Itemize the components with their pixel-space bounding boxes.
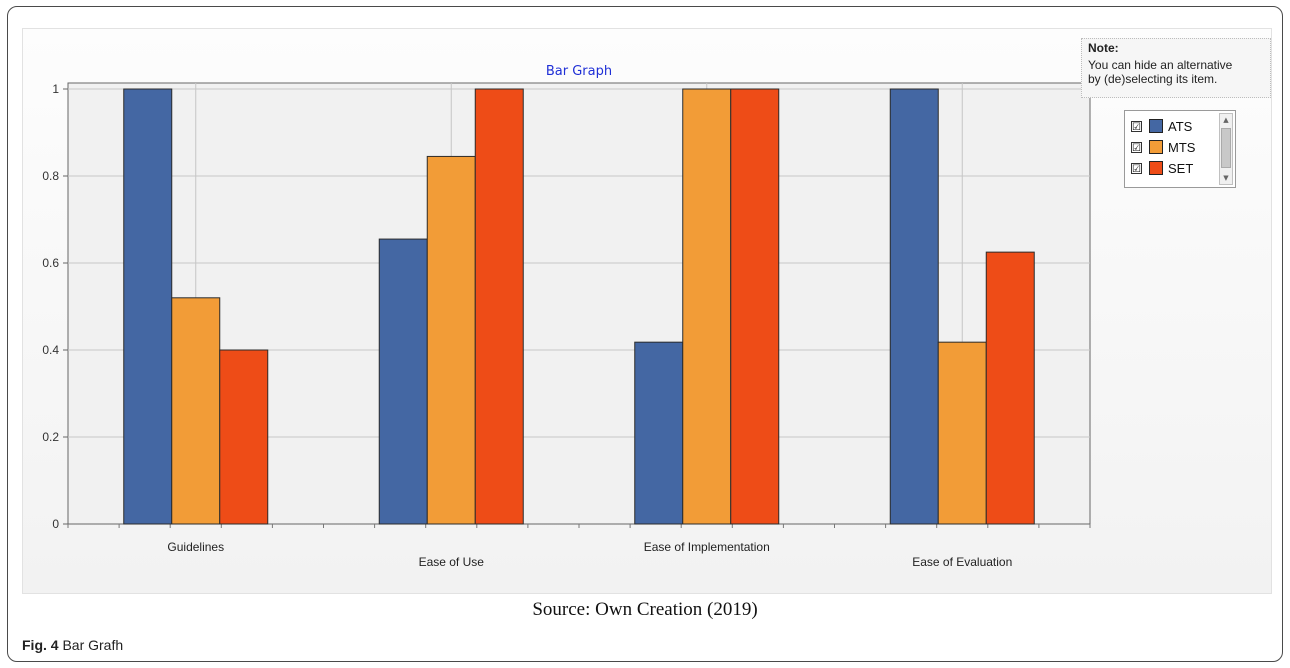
bar-ats-2	[634, 341, 684, 525]
scroll-thumb[interactable]	[1221, 128, 1231, 168]
note-line-1: You can hide an alternative	[1088, 58, 1233, 72]
legend-checkbox-set[interactable]: ☑	[1131, 162, 1142, 175]
legend-item-ats[interactable]: ☑ ATS	[1131, 117, 1192, 135]
legend-scrollbar[interactable]: ▲ ▼	[1219, 113, 1233, 185]
legend-checkbox-ats[interactable]: ☑	[1131, 120, 1142, 133]
y-tick-label: 0.2	[42, 430, 59, 444]
legend-swatch-set	[1149, 161, 1163, 175]
y-tick-label: 0.8	[42, 169, 59, 183]
bar-ats-3	[889, 88, 939, 525]
bar-mts-2	[682, 88, 732, 525]
x-category-label: Guidelines	[167, 540, 224, 554]
note-box: Note: You can hide an alternative by (de…	[1081, 38, 1271, 98]
legend-item-set[interactable]: ☑ SET	[1131, 159, 1193, 177]
y-tick-label: 1	[52, 82, 59, 96]
figure-caption: Fig. 4 Bar Grafh	[22, 637, 123, 653]
figure-frame	[7, 6, 1283, 662]
legend-label-set: SET	[1168, 160, 1194, 176]
legend-checkbox-mts[interactable]: ☑	[1131, 141, 1142, 154]
legend-swatch-ats	[1149, 119, 1163, 133]
chart-title: Bar Graph	[546, 64, 612, 79]
bar-mts-3	[937, 341, 987, 525]
scroll-down-icon[interactable]: ▼	[1223, 174, 1229, 182]
caption-text: Bar Grafh	[62, 637, 124, 653]
bar-set-1	[474, 88, 524, 525]
bar-set-2	[730, 88, 780, 525]
legend-label-ats: ATS	[1168, 118, 1193, 134]
source-text: Source: Own Creation (2019)	[532, 599, 758, 620]
x-category-label: Ease of Implementation	[644, 540, 770, 554]
x-category-label: Ease of Use	[419, 555, 485, 569]
legend-swatch-mts	[1149, 140, 1163, 154]
note-line-2: by (de)selecting its item.	[1088, 72, 1218, 86]
note-title: Note:	[1088, 41, 1119, 55]
legend-label-mts: MTS	[1168, 139, 1196, 155]
bar-set-3	[985, 251, 1035, 525]
x-category-label: Ease of Evaluation	[912, 555, 1012, 569]
legend: ☑ ATS ☑ MTS ☑ SET ▲ ▼	[1124, 110, 1236, 188]
bar-ats-0	[123, 88, 173, 525]
bar-mts-1	[426, 155, 476, 525]
caption-label: Fig. 4	[22, 637, 59, 653]
bar-ats-1	[378, 238, 428, 525]
y-tick-label: 0.6	[42, 256, 59, 270]
y-tick-label: 0.4	[42, 343, 59, 357]
y-tick-label: 0	[52, 517, 59, 531]
bar-mts-0	[171, 297, 221, 525]
scroll-up-icon[interactable]: ▲	[1223, 116, 1229, 124]
bar-set-0	[219, 349, 269, 525]
legend-item-mts[interactable]: ☑ MTS	[1131, 138, 1195, 156]
